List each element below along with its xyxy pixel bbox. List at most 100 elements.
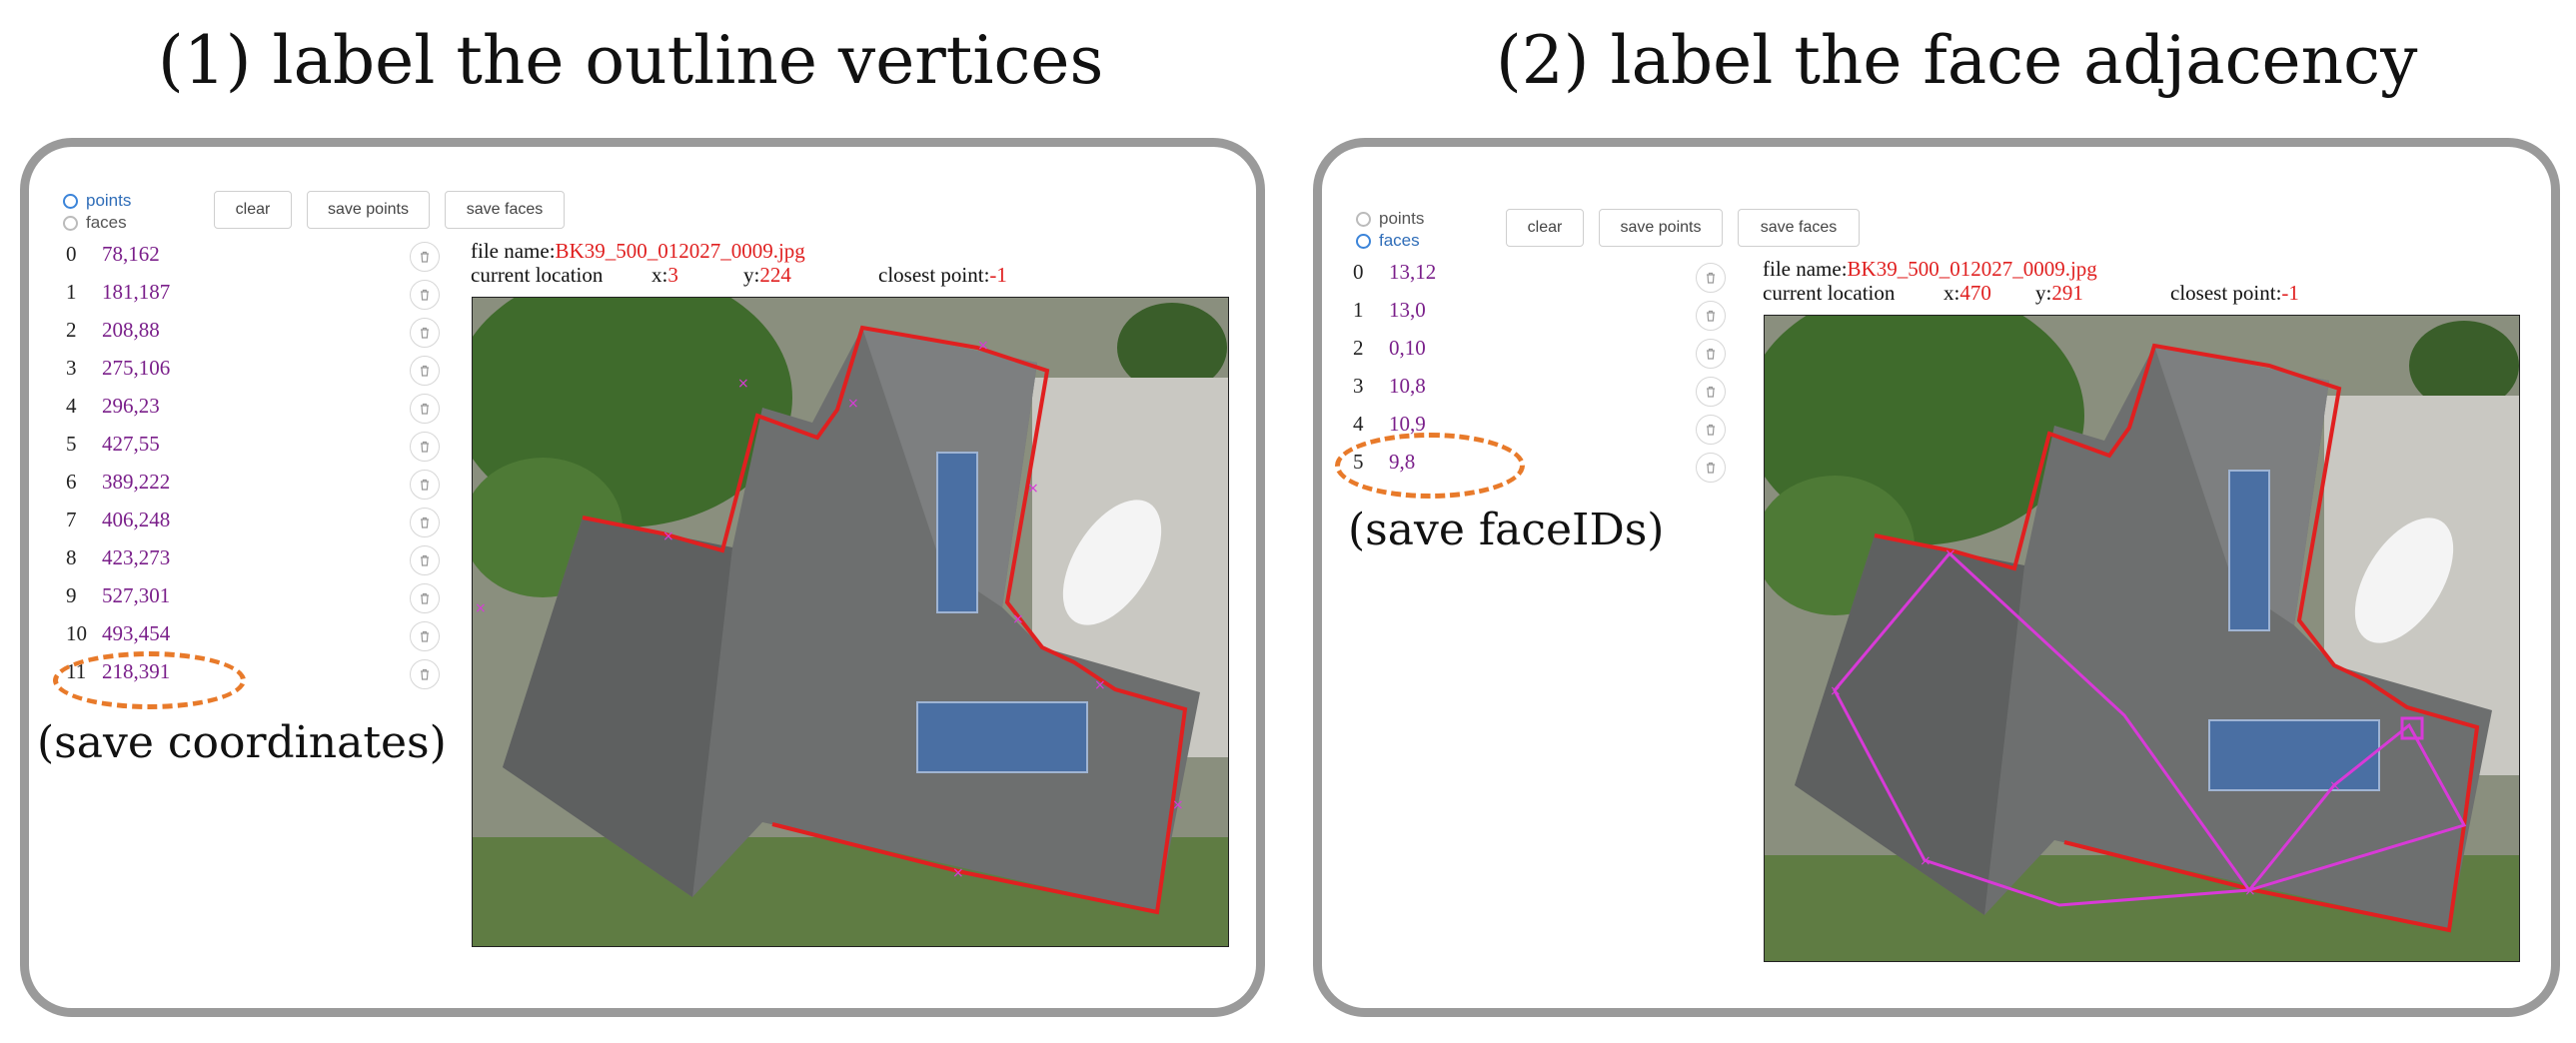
item-index: 10	[66, 621, 87, 645]
trash-icon	[421, 251, 429, 263]
item-value: 10,9	[1389, 412, 1426, 436]
delete-button[interactable]	[1696, 339, 1726, 369]
delete-button[interactable]	[410, 318, 440, 348]
svg-text:×: ×	[1920, 853, 1932, 869]
location-line: current location x:3 y:224 closest point…	[471, 263, 1007, 288]
save-faces-button[interactable]: save faces	[1738, 209, 1860, 247]
delete-button[interactable]	[410, 356, 440, 386]
delete-button[interactable]	[410, 242, 440, 272]
trash-icon	[421, 327, 429, 339]
file-name-line: file name:BK39_500_012027_0009.jpg	[1763, 257, 2097, 282]
item-value: 296,23	[102, 394, 160, 418]
svg-text:×: ×	[1027, 481, 1039, 497]
y-label: y:	[2035, 281, 2052, 305]
trash-icon	[421, 441, 429, 453]
item-value: 13,0	[1389, 298, 1426, 322]
item-index: 2	[1353, 336, 1364, 360]
list-item: 4 296,23	[66, 394, 160, 419]
svg-text:×: ×	[1012, 611, 1024, 627]
delete-button[interactable]	[1696, 415, 1726, 445]
delete-button[interactable]	[1696, 453, 1726, 483]
svg-text:×: ×	[2329, 778, 2341, 794]
clear-button[interactable]: clear	[1506, 209, 1584, 247]
svg-text:×: ×	[1172, 797, 1184, 813]
trash-icon	[1707, 348, 1715, 360]
trash-icon	[1707, 462, 1715, 474]
trash-icon	[421, 289, 429, 301]
points-radio-label: points	[1379, 209, 1425, 228]
right-panel: points faces clear save points save face…	[1313, 138, 2560, 1017]
delete-button[interactable]	[410, 280, 440, 310]
item-value: 78,162	[102, 242, 160, 266]
points-radio[interactable]: points	[1356, 209, 1424, 229]
closest-label: closest point:	[2170, 281, 2282, 305]
list-item: 0 78,162	[66, 242, 160, 267]
item-value: 275,106	[102, 356, 171, 380]
file-name-label: file name:	[1763, 257, 1848, 281]
points-radio-label: points	[86, 191, 132, 210]
item-value: 181,187	[102, 280, 171, 304]
item-value: 10,8	[1389, 374, 1426, 398]
faces-radio-label: faces	[1379, 231, 1420, 250]
faces-radio-label: faces	[86, 213, 127, 232]
save-points-button[interactable]: save points	[1599, 209, 1723, 247]
trash-icon	[421, 403, 429, 415]
trash-icon	[1707, 310, 1715, 322]
save-points-button[interactable]: save points	[307, 191, 430, 229]
faces-radio[interactable]: faces	[1356, 231, 1420, 251]
faces-radio[interactable]: faces	[63, 213, 127, 233]
delete-button[interactable]	[410, 621, 440, 651]
item-value: 427,55	[102, 432, 160, 456]
delete-button[interactable]	[410, 545, 440, 575]
delete-button[interactable]	[410, 508, 440, 537]
clear-button[interactable]: clear	[214, 191, 292, 229]
list-item: 3 275,106	[66, 356, 170, 381]
x-value: 470	[1959, 281, 1991, 305]
delete-button[interactable]	[410, 394, 440, 424]
trash-icon	[421, 668, 429, 680]
points-radio[interactable]: points	[63, 191, 131, 211]
delete-button[interactable]	[410, 659, 440, 689]
y-value: 291	[2051, 281, 2083, 305]
delete-button[interactable]	[1696, 377, 1726, 407]
trash-icon	[1707, 424, 1715, 436]
radio-icon	[1356, 233, 1371, 249]
trash-icon	[1707, 272, 1715, 284]
svg-text:×: ×	[977, 338, 989, 354]
svg-text:×: ×	[2244, 883, 2256, 899]
list-item: 4 10,9	[1353, 412, 1426, 437]
trash-icon	[1707, 386, 1715, 398]
save-coordinates-highlight	[53, 651, 246, 709]
item-index: 6	[66, 470, 77, 494]
trash-icon	[421, 479, 429, 491]
item-index: 3	[1353, 374, 1364, 398]
delete-button[interactable]	[1696, 263, 1726, 293]
aerial-image-right[interactable]: × × × × ×	[1764, 315, 2520, 962]
x-value: 3	[667, 263, 678, 287]
list-item: 6 389,222	[66, 470, 170, 495]
save-faceids-annotation: (save faceIDs)	[1348, 505, 1665, 555]
svg-text:×: ×	[847, 396, 859, 412]
save-faces-button[interactable]: save faces	[445, 191, 565, 229]
location-label: current location	[1763, 281, 1896, 305]
item-index: 1	[1353, 298, 1364, 322]
left-heading: (1) label the outline vertices	[158, 22, 1104, 99]
delete-button[interactable]	[410, 470, 440, 500]
delete-button[interactable]	[410, 583, 440, 613]
item-index: 5	[66, 432, 77, 456]
list-item: 2 0,10	[1353, 336, 1426, 361]
list-item: 1 181,187	[66, 280, 170, 305]
svg-text:×: ×	[737, 376, 749, 392]
aerial-image-left[interactable]: × × × × × × × × × ×	[472, 297, 1229, 947]
delete-button[interactable]	[1696, 301, 1726, 331]
item-value: 493,454	[102, 621, 171, 645]
delete-button[interactable]	[410, 432, 440, 462]
list-item: 8 423,273	[66, 545, 170, 570]
file-name-line: file name:BK39_500_012027_0009.jpg	[471, 239, 805, 264]
closest-value: -1	[2281, 281, 2299, 305]
trash-icon	[421, 554, 429, 566]
file-name-value: BK39_500_012027_0009.jpg	[555, 239, 805, 263]
item-index: 7	[66, 508, 77, 531]
closest-value: -1	[989, 263, 1007, 287]
list-item: 5 427,55	[66, 432, 160, 457]
